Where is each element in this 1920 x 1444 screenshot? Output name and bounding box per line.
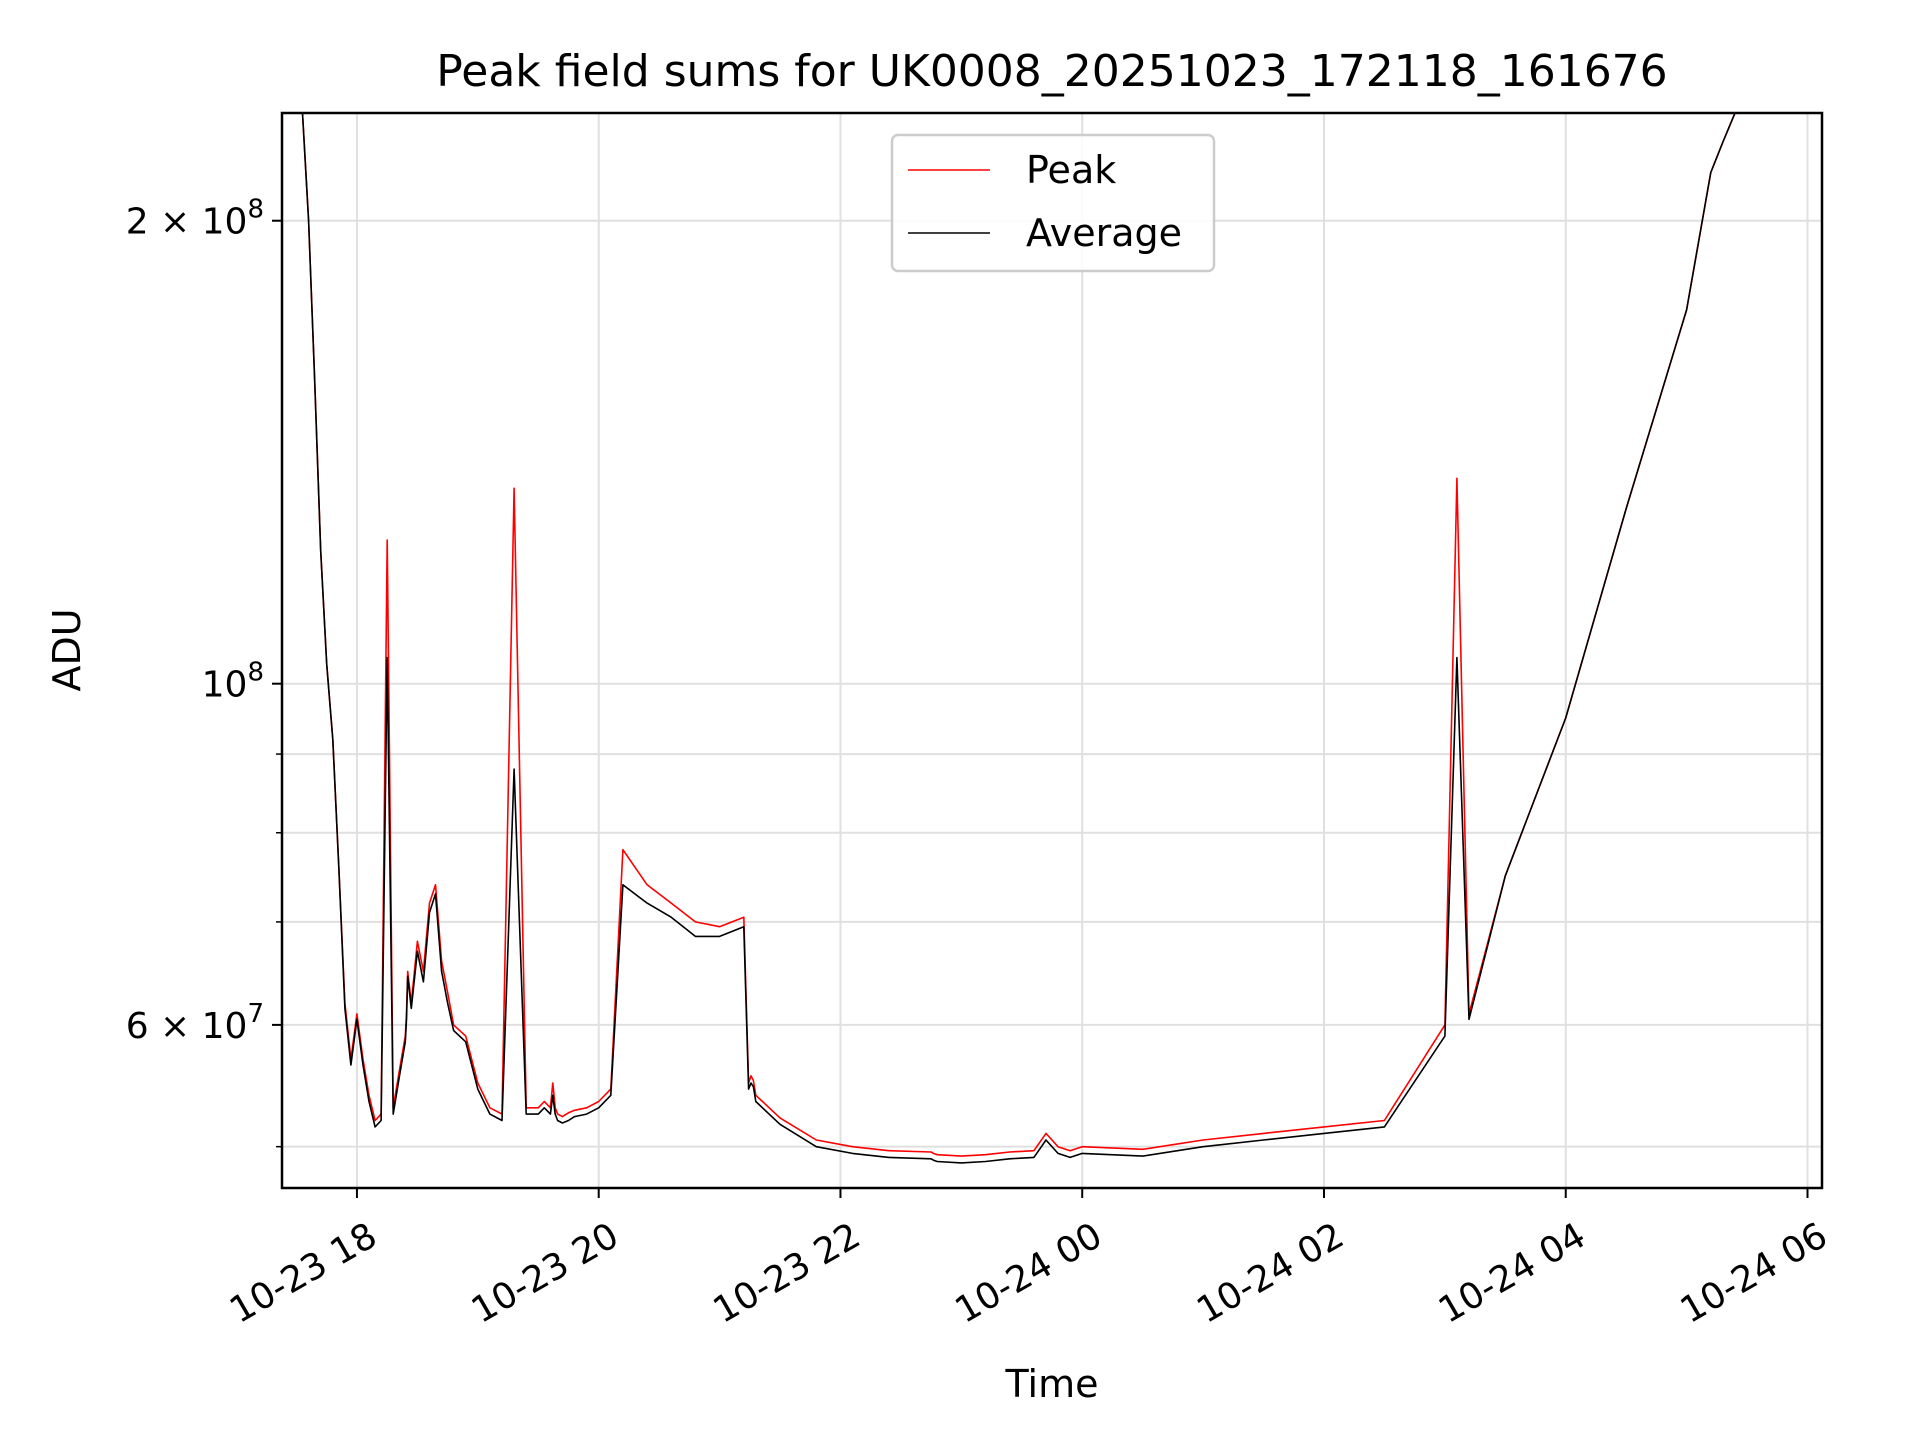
y-axis-label: ADU <box>45 608 89 691</box>
y-tick-label: 108 <box>202 658 264 706</box>
plot-frame <box>280 111 1824 1190</box>
legend-peak-label: Peak <box>1026 148 1116 192</box>
legend-average-label: Average <box>1026 211 1182 255</box>
legend-box <box>890 133 1216 273</box>
x-axis-label: Time <box>1005 1362 1099 1406</box>
legend: Peak Average <box>890 133 1216 273</box>
y-tick-label: 2 × 108 <box>126 195 264 243</box>
series-layer <box>282 113 1822 1164</box>
y-axis: 108 2 × 108 6 × 107 <box>126 195 282 1148</box>
chart-title: Peak field sums for UK0008_20251023_1721… <box>436 46 1667 97</box>
series-line-average <box>282 113 1822 1164</box>
y-tick-label: 6 × 107 <box>126 999 264 1047</box>
